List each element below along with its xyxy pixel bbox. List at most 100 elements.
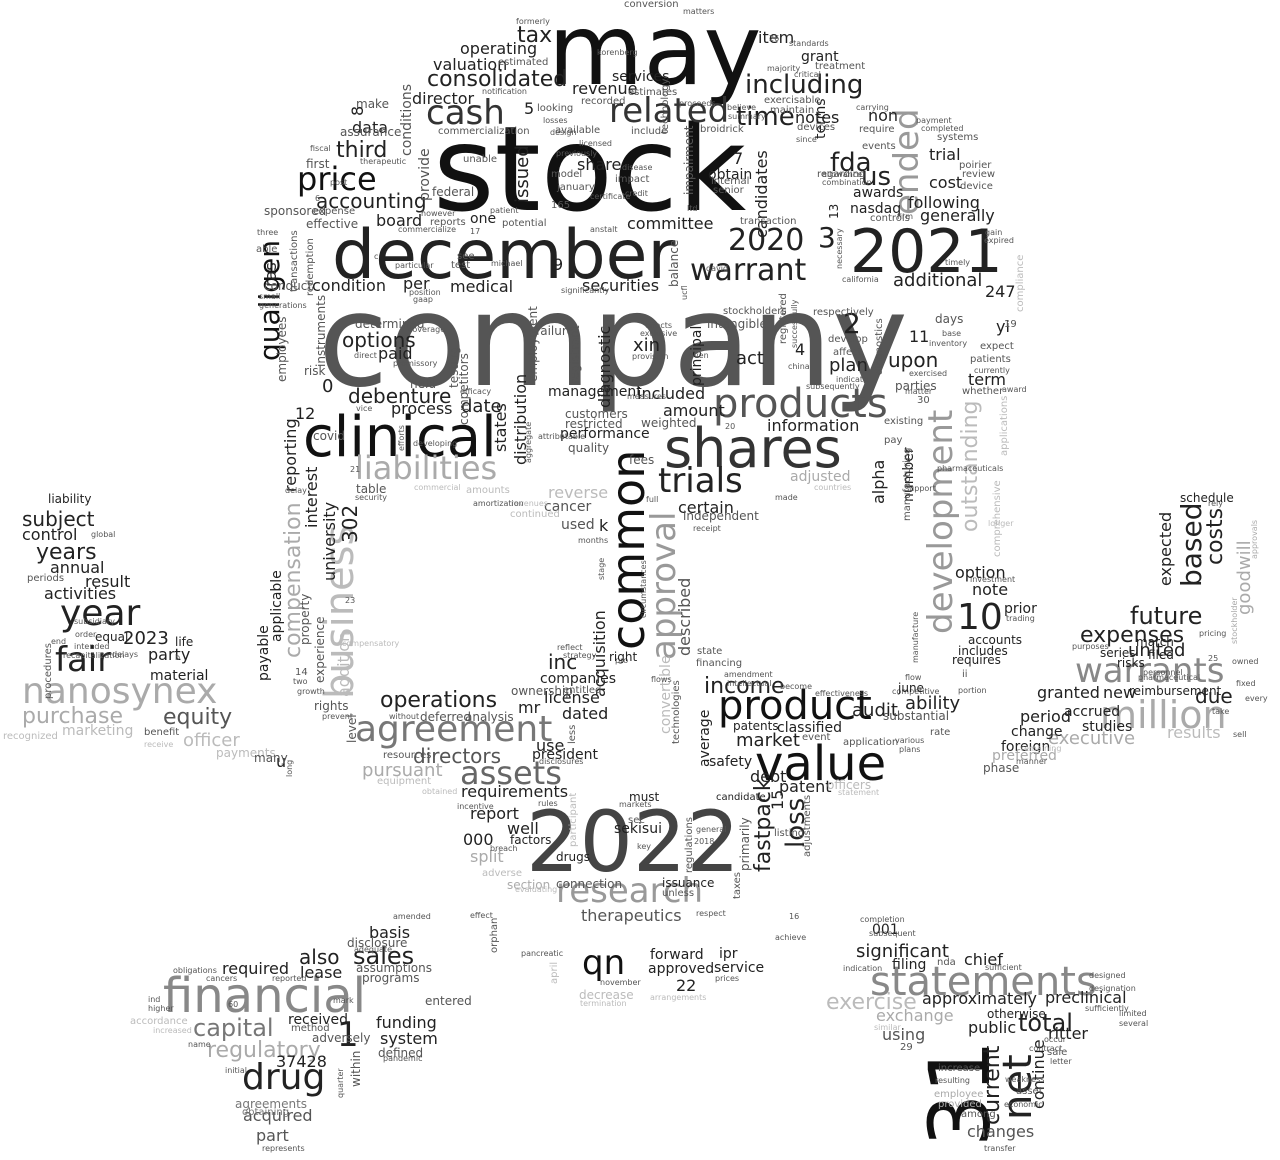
cloud-word: activities xyxy=(44,584,117,603)
cloud-word: anstalt xyxy=(590,225,618,234)
cloud-word: 12 xyxy=(295,404,316,423)
cloud-word: right xyxy=(609,650,638,664)
cloud-word: product xyxy=(718,683,872,729)
cloud-word: grant xyxy=(801,49,839,65)
cloud-word: cost xyxy=(929,173,963,192)
cloud-word: combination xyxy=(822,178,872,187)
cloud-word: substantial xyxy=(883,709,950,723)
cloud-word: fiscal xyxy=(310,144,331,153)
cloud-word: term xyxy=(968,370,1006,389)
cloud-word: 3 xyxy=(818,221,836,254)
cloud-word: including xyxy=(745,70,864,100)
cloud-word: include xyxy=(631,126,668,137)
cloud-word: nanosynex xyxy=(22,671,218,712)
cloud-word: k xyxy=(599,516,609,535)
cloud-word: forward xyxy=(650,947,704,963)
cloud-word: summary xyxy=(728,112,766,121)
cloud-word: sufficiently xyxy=(1085,1004,1129,1013)
cloud-word: statement xyxy=(838,788,880,797)
cloud-word: equity xyxy=(163,705,233,730)
cloud-word: amortization xyxy=(473,499,524,508)
cloud-word: 2 xyxy=(843,307,861,340)
cloud-word: time xyxy=(736,102,795,132)
cloud-word: formerly xyxy=(516,17,550,26)
cloud-word: rely xyxy=(1208,499,1223,508)
cloud-word: use xyxy=(536,736,565,755)
cloud-word: november xyxy=(600,978,641,987)
cloud-word: limited xyxy=(1119,1009,1147,1018)
cloud-word: direct xyxy=(354,351,377,360)
cloud-word: note xyxy=(972,580,1009,599)
cloud-word: increased xyxy=(153,1026,192,1035)
cloud-word: breach xyxy=(490,844,518,853)
cloud-word: 5 xyxy=(524,99,535,118)
cloud-word: assurance xyxy=(340,125,402,139)
cloud-word: designed xyxy=(1089,971,1126,980)
cloud-word: measures xyxy=(627,392,667,401)
cloud-word: maintain xyxy=(770,105,815,116)
cloud-word: average xyxy=(697,709,713,767)
cloud-word: june xyxy=(898,681,924,695)
cloud-word: pharmaceuticals xyxy=(937,464,1004,473)
cloud-word: payable xyxy=(256,625,272,681)
cloud-word: approvals xyxy=(1250,519,1259,559)
cloud-word: critical xyxy=(794,70,821,79)
cloud-word: order xyxy=(75,630,97,639)
cloud-word: model xyxy=(551,169,583,180)
cloud-word: accounts xyxy=(968,633,1023,647)
cloud-word: trial xyxy=(929,145,961,164)
cloud-word: 2020 xyxy=(728,223,805,258)
cloud-word: even xyxy=(689,351,709,360)
cloud-word: mr xyxy=(518,698,541,717)
cloud-word: 6 xyxy=(315,194,321,203)
cloud-word: listing xyxy=(774,828,805,839)
cloud-word: 60 xyxy=(228,1000,239,1009)
cloud-word: intangible xyxy=(707,317,767,331)
cloud-word: 7 xyxy=(733,149,744,168)
cloud-word: required xyxy=(222,959,290,978)
cloud-word: events xyxy=(862,141,896,152)
cloud-word: date xyxy=(461,396,502,417)
cloud-word: less xyxy=(567,724,578,744)
cloud-word: three xyxy=(257,228,279,237)
cloud-word: full xyxy=(646,495,659,504)
cloud-word: remaining xyxy=(1021,744,1062,753)
cloud-word: 13 xyxy=(827,203,841,219)
cloud-word: preferred xyxy=(992,748,1057,764)
cloud-word: income xyxy=(704,674,785,699)
cloud-word: personnel xyxy=(1143,668,1183,677)
cloud-word: options xyxy=(342,328,416,352)
cloud-word: quality xyxy=(568,441,610,455)
cloud-word: awards xyxy=(853,185,904,201)
cloud-word: treatment xyxy=(815,61,866,72)
cloud-word: condition xyxy=(312,276,386,295)
cloud-word: subsidiary xyxy=(74,617,115,626)
cloud-word: adjusted xyxy=(790,469,851,485)
cloud-word: subsequently xyxy=(806,382,860,391)
cloud-word: pricing xyxy=(1199,629,1227,638)
cloud-word: exercised xyxy=(909,369,948,378)
cloud-word: commercialize xyxy=(398,225,457,234)
cloud-word: company xyxy=(318,267,908,416)
cloud-word: applicable xyxy=(269,570,285,642)
cloud-word: key xyxy=(637,842,652,851)
cloud-word: used xyxy=(561,517,595,533)
cloud-word: analysis xyxy=(465,710,514,724)
cloud-word: 247 xyxy=(985,282,1016,301)
cloud-word: sales xyxy=(353,942,415,970)
cloud-word: applications xyxy=(999,395,1010,456)
cloud-word: 26 xyxy=(769,34,780,43)
cloud-word: potential xyxy=(502,218,547,229)
cloud-word: cancer xyxy=(544,499,592,515)
cloud-word: 2023 xyxy=(123,628,169,649)
cloud-word: adverse xyxy=(482,868,523,879)
cloud-word: technologies xyxy=(671,680,682,744)
cloud-word: general xyxy=(696,825,727,834)
cloud-word: take xyxy=(1212,707,1230,716)
cloud-word: security xyxy=(355,493,387,502)
cloud-word: independent xyxy=(683,509,759,523)
cloud-word: expenses xyxy=(1080,623,1185,648)
cloud-word: strategy xyxy=(563,651,597,660)
cloud-word: vice xyxy=(356,404,373,413)
cloud-word: controls xyxy=(870,213,910,224)
